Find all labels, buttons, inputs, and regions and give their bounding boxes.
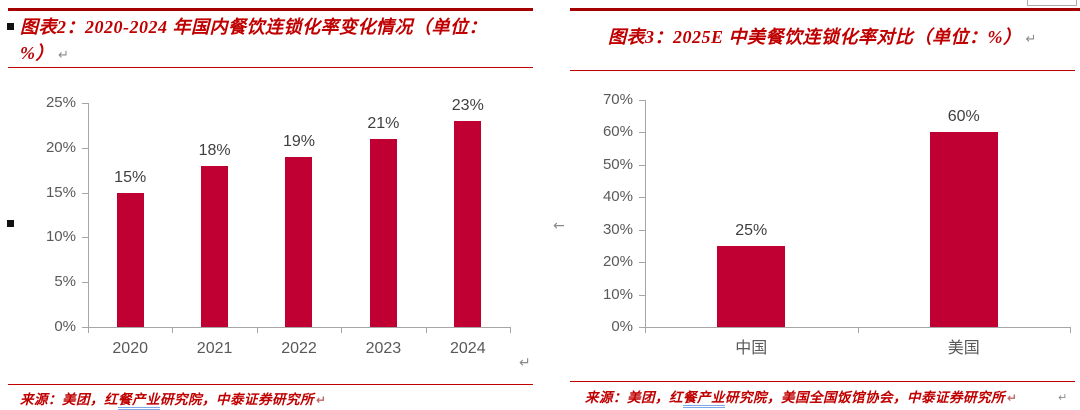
window-edge-artifact [1027, 0, 1077, 6]
y-axis-tick [639, 262, 645, 264]
x-axis-category-label: 2020 [112, 340, 148, 357]
source-line: 来源：美团，红餐产业研究院，中泰证券研究所 ↵ [20, 388, 327, 410]
y-axis-tick [639, 229, 645, 231]
y-axis-tick [82, 147, 88, 149]
bar-chart-domestic-chain-rate: 0% 5% 10% 15% 20% 25% 15% 2020 18% 2021 19% 2022 21%… [0, 88, 540, 373]
y-axis-tick-label: 20% [45, 138, 76, 156]
bar-value-label: 19% [282, 132, 316, 150]
x-axis-tick [256, 327, 258, 333]
title-divider [8, 67, 533, 68]
x-axis-line [88, 327, 510, 328]
bar-2021 [201, 165, 229, 327]
figure-title: 图表2：2020-2024 年国内餐饮连锁化率变化情况（单位：%） ↵ [20, 14, 492, 66]
paragraph-return-icon: ↵ [1025, 32, 1037, 47]
y-axis-tick [639, 197, 645, 199]
bar-2020 [116, 192, 144, 327]
x-axis-category-label: 2024 [450, 340, 486, 357]
x-axis-category-label: 2022 [281, 340, 317, 357]
bar-value-label: 23% [451, 96, 484, 114]
y-axis-tick-label: 5% [54, 273, 76, 291]
source-prefix: 来源：美团，红 [585, 390, 683, 405]
figure-panel-right: 图表3：2025E 中美餐饮连锁化率对比（单位：%） ↵ 0% 10% 20% 30% 4… [540, 0, 1080, 408]
x-axis-tick [88, 327, 89, 333]
bullet-square-icon [7, 23, 14, 30]
bar-2022 [285, 156, 313, 327]
x-axis-tick [172, 327, 174, 333]
x-axis-tick [857, 327, 859, 333]
source-suffix: 研究院，美国全国饭馆协会，中泰证券研究所 [725, 390, 1005, 405]
paragraph-return-icon: ↵ [519, 355, 531, 371]
source-suffix: 研究院，中泰证券研究所 [160, 392, 314, 407]
y-axis-tick-label: 0% [54, 318, 76, 335]
x-axis-tick [510, 327, 511, 333]
bar-value-label: 60% [947, 108, 980, 126]
y-axis-tick-label: 25% [45, 94, 76, 111]
x-axis-tick [425, 327, 427, 333]
y-axis-tick-label: 15% [45, 183, 76, 201]
source-line: 来源：美团，红餐产业研究院，美国全国饭馆协会，中泰证券研究所 ↵ [585, 386, 1018, 408]
figure-title: 图表3：2025E 中美餐饮连锁化率对比（单位：%） ↵ [570, 24, 1075, 50]
y-axis-tick [82, 192, 88, 194]
y-axis-tick-label: 20% [602, 253, 633, 271]
top-rule [8, 8, 533, 11]
y-axis-line [645, 100, 646, 328]
y-axis-tick-label: 30% [602, 220, 633, 238]
y-axis-line [88, 103, 89, 328]
x-axis-tick [341, 327, 343, 333]
left-arrow-mark-icon: ← [553, 218, 565, 234]
paragraph-return-icon: ↵ [1058, 391, 1068, 404]
top-rule [570, 8, 1080, 11]
y-axis-tick-label: 70% [602, 91, 633, 108]
bar-value-label: 18% [198, 141, 231, 159]
x-axis-category-label: 2021 [196, 340, 233, 357]
y-axis-tick-label: 10% [45, 228, 76, 246]
paragraph-return-icon: ↵ [1007, 391, 1018, 405]
bar-美国 [929, 132, 998, 327]
source-divider [8, 384, 533, 385]
y-axis-tick [82, 327, 88, 328]
y-axis-tick [82, 282, 88, 284]
y-axis-tick-label: 50% [602, 155, 633, 173]
y-axis-tick-label: 0% [611, 318, 633, 335]
y-axis-tick-label: 10% [602, 285, 633, 303]
bar-中国 [717, 245, 786, 327]
bar-value-label: 25% [735, 221, 768, 239]
y-axis-tick [82, 237, 88, 239]
x-axis-category-label: 美国 [947, 340, 980, 357]
x-axis-category-label: 2023 [365, 340, 402, 357]
bullet-square-icon [7, 220, 14, 227]
bar-value-label: 15% [114, 168, 147, 186]
source-divider [570, 381, 1075, 382]
y-axis-tick [639, 327, 645, 328]
figure-title-text: 图表2：2020-2024 年国内餐饮连锁化率变化情况（单位：%） [20, 17, 487, 64]
paragraph-return-icon: ↵ [58, 48, 70, 64]
bar-value-label: 21% [367, 114, 400, 132]
source-link[interactable]: 餐产业 [118, 392, 160, 410]
bar-chart-china-us-chain-rate: 0% 10% 20% 30% 40% 50% 60% 70% 25% 中国 60% 美国 [540, 85, 1080, 375]
y-axis-tick-label: 40% [602, 188, 633, 206]
y-axis-tick-label: 60% [602, 123, 633, 141]
x-axis-tick [1070, 327, 1071, 333]
paragraph-return-icon: ↵ [316, 393, 327, 407]
bar-2024 [454, 120, 482, 327]
y-axis-tick [639, 164, 645, 166]
y-axis-tick [82, 103, 88, 104]
y-axis-tick [639, 132, 645, 134]
figure-title-text: 图表3：2025E 中美餐饮连锁化率对比（单位：%） [608, 27, 1022, 47]
y-axis-tick [639, 100, 645, 101]
x-axis-tick [645, 327, 646, 333]
y-axis-tick [639, 294, 645, 296]
source-link[interactable]: 餐产业 [683, 390, 725, 408]
x-axis-category-label: 中国 [735, 340, 768, 357]
bar-2023 [369, 138, 397, 327]
source-prefix: 来源：美团，红 [20, 392, 118, 407]
title-divider [570, 70, 1075, 71]
figure-panel-left: 图表2：2020-2024 年国内餐饮连锁化率变化情况（单位：%） ↵ 0% 5% 1… [0, 0, 540, 410]
